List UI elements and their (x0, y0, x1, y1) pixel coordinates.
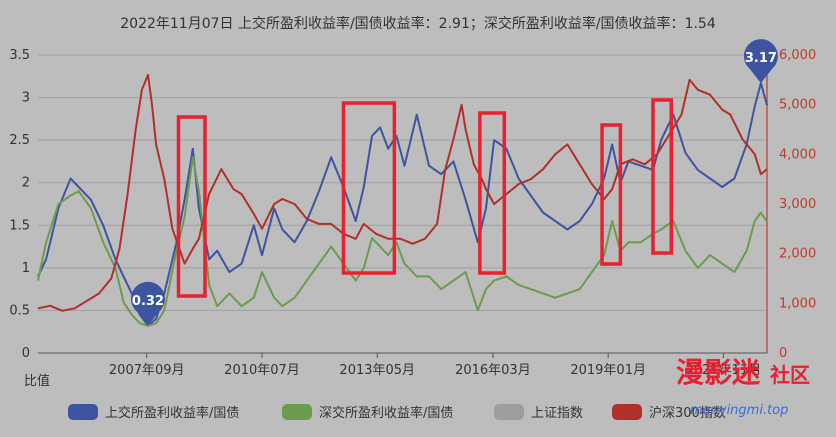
highlight-box (341, 101, 397, 275)
legend-swatch[interactable] (68, 404, 98, 420)
highlight-boxes (176, 98, 674, 298)
marker-pin (130, 281, 165, 326)
legend-label[interactable]: 深交所盈利收益率/国债 (319, 405, 453, 421)
x-tick-label: 2016年03月 (455, 363, 531, 378)
y-tick-right: 4,000 (779, 147, 816, 162)
watermark-text: 漫影迷 (676, 356, 761, 389)
y-tick-right: 0 (779, 346, 787, 361)
x-tick-label: 2013年05月 (339, 363, 415, 378)
watermark: 漫影迷 社区 manyingmi.top (676, 356, 810, 418)
legend-label[interactable]: 上证指数 (531, 406, 583, 421)
marker-pin (743, 39, 778, 84)
legend-label[interactable]: 上交所盈利收益率/国债 (105, 405, 239, 421)
y-tick-right: 5,000 (779, 98, 816, 113)
marker-label: 0.32 (132, 294, 164, 309)
x-tick-label: 2007年09月 (109, 363, 185, 378)
legend-swatch[interactable] (612, 404, 642, 420)
highlight-box (600, 123, 623, 266)
y-tick-left: 3.5 (9, 48, 30, 63)
y-tick-right: 3,000 (779, 197, 816, 212)
left-axis: 0 0.5 1 1.5 2 2.5 3 3.5 (9, 48, 30, 361)
y-tick-left: 0 (22, 346, 30, 361)
y-tick-left: 2.5 (9, 133, 30, 148)
watermark-url: manyingmi.top (690, 403, 788, 418)
y-tick-left: 2 (22, 176, 30, 191)
watermark-suffix: 社区 (769, 363, 810, 387)
x-tick-label: 2019年01月 (570, 363, 646, 378)
highlight-box (176, 115, 207, 298)
data-markers: 0.32 3.17 (130, 39, 778, 326)
legend: 上交所盈利收益率/国债 深交所盈利收益率/国债 上证指数 沪深300指数 (68, 404, 726, 421)
highlight-box (478, 111, 507, 275)
y-axis-label: 比值 (24, 373, 50, 389)
legend-swatch[interactable] (494, 404, 524, 420)
y-tick-left: 3 (22, 91, 30, 106)
y-tick-left: 1.5 (9, 218, 30, 233)
series-line (37, 73, 768, 312)
x-axis: 2007年09月 2010年07月 2013年05月 2016年03月 2019年01月… (38, 352, 767, 378)
y-tick-right: 1,000 (779, 296, 816, 311)
y-tick-left: 0.5 (9, 303, 30, 318)
right-axis: 0 1,000 2,000 3,000 4,000 5,000 6,000 (766, 47, 816, 361)
y-tick-right: 6,000 (779, 48, 816, 63)
series-line (37, 82, 768, 327)
x-tick-label: 2010年07月 (224, 363, 300, 378)
y-tick-left: 1 (22, 261, 30, 276)
legend-swatch[interactable] (282, 404, 312, 420)
chart-title: 2022年11月07日 上交所盈利收益率/国债收益率：2.91；深交所盈利收益率… (120, 15, 716, 32)
series-line (37, 156, 768, 327)
series-lines (37, 73, 768, 327)
highlight-box (651, 98, 674, 255)
legend-label[interactable]: 沪深300指数 (649, 405, 726, 421)
x-tick-label: 2021年11月 (686, 363, 762, 378)
marker-label: 3.17 (745, 51, 777, 66)
y-tick-right: 2,000 (779, 247, 816, 262)
